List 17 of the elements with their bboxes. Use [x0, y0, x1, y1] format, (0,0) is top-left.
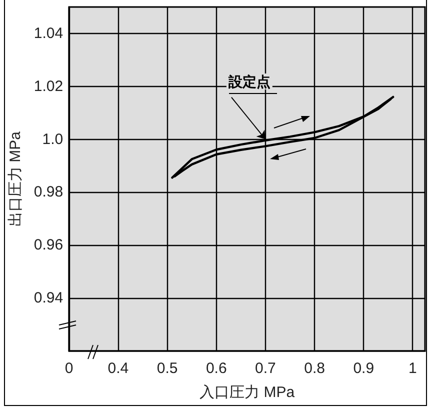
x-tick-label: 1 [408, 360, 417, 377]
y-tick-label: 1.04 [34, 24, 64, 42]
y-tick-label: 0.94 [34, 290, 64, 307]
x-tick-label: 0.4 [108, 360, 129, 377]
annotation: 設定点 [227, 74, 270, 90]
y-tick-label: 0.98 [34, 184, 64, 201]
x-axis-title: 入口圧力 MPa [200, 384, 296, 401]
x-tick-label: 0.7 [255, 360, 276, 377]
x-tick-label: 0.9 [353, 360, 374, 377]
x-tick-label: 0 [64, 360, 74, 377]
x-tick-label: 0.6 [206, 360, 227, 377]
x-tick-label: 0.5 [156, 360, 178, 377]
y-tick-label: 1.0 [42, 130, 64, 148]
y-tick-label: 1.02 [34, 78, 64, 95]
y-axis-title: 出口圧力 MPa [7, 130, 24, 227]
y-tick-label: 0.96 [34, 236, 64, 254]
x-tick-label: 0.8 [304, 360, 325, 377]
